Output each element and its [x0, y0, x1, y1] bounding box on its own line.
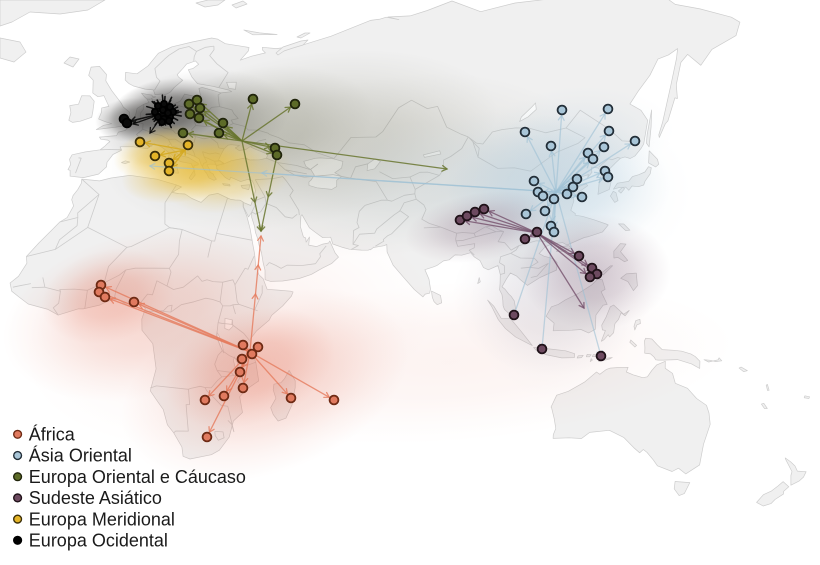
svg-text:Europa Oriental e Cáucaso: Europa Oriental e Cáucaso: [29, 467, 246, 487]
svg-text:África: África: [29, 425, 76, 445]
svg-text:Ásia Oriental: Ásia Oriental: [29, 446, 132, 466]
svg-text:Sudeste Asiático: Sudeste Asiático: [29, 488, 162, 508]
svg-text:Europa Ocidental: Europa Ocidental: [29, 531, 168, 551]
svg-text:Europa Meridional: Europa Meridional: [29, 509, 175, 529]
